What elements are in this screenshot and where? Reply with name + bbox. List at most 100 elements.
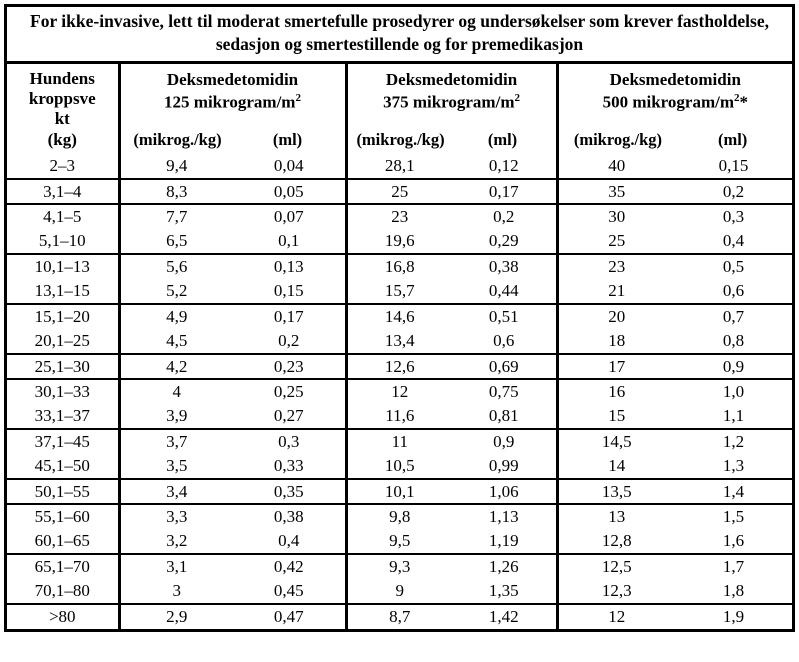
dose-value-cell: 11 (391, 432, 408, 452)
weight-range-cell: 60,1–65 (7, 529, 121, 556)
weight-range-cell: 50,1–55 (7, 479, 121, 506)
dose-value-cell: 15,7 (346, 279, 453, 306)
dose-value-cell: 25 (557, 229, 676, 256)
dosing-table-frame: For ikke-invasive, lett til moderat smer… (4, 4, 795, 633)
dose-value-cell: 0,44 (452, 279, 559, 306)
weight-range-cell: 20,1–25 (7, 329, 121, 356)
dose-value-cell: 13 (608, 507, 626, 527)
dose-value-cell: 35 (557, 179, 676, 206)
dose-value-cell: 0,15 (675, 154, 793, 181)
dose-value-cell: 0,3 (233, 429, 348, 455)
dose-value-cell: 14 (557, 454, 676, 481)
dose-value-cell: 9,3 (389, 557, 411, 577)
dose-value-cell: 0,69 (452, 354, 559, 381)
table-row: 30,1–33 4 0,25 12 0,75 16 1,0 (7, 379, 792, 405)
dose-value-cell: 0,9 (452, 429, 559, 455)
dose-value-cell: 25 (346, 179, 453, 206)
dose-value-cell: 4,2 (119, 354, 233, 381)
weight-range-cell: 5,1–10 (7, 229, 121, 256)
dose-value-cell: 5,6 (166, 257, 188, 277)
dose-value-cell: 40 (557, 154, 676, 181)
dose-value-cell: 3 (119, 579, 233, 606)
dose-value-cell: 0,38 (452, 254, 559, 280)
table-row: 13,1–15 5,2 0,15 15,7 0,44 21 0,6 (7, 279, 793, 306)
dose-value-cell: 12,6 (346, 354, 453, 381)
weight-range-cell: 30,1–33 (7, 379, 121, 405)
dose-value-cell: 0,99 (452, 454, 559, 481)
table-row: 2–3 9,4 0,04 28,1 0,12 40 0,15 (7, 154, 793, 181)
dose-value-cell: 0,2 (675, 179, 793, 206)
dose-value-cell: 17 (557, 354, 676, 381)
dose-value-cell: 0,15 (233, 279, 348, 306)
dose-value-cell: 15 (557, 404, 676, 431)
table-row: 37,1–45 3,7 0,3 11 0,9 14,5 1,2 (7, 429, 792, 455)
sub-label-ml: (ml) (272, 130, 303, 150)
dose-value-cell: 0,04 (233, 154, 348, 181)
dose-value-cell: 3,2 (119, 529, 233, 556)
dose-value-cell: 4,9 (166, 307, 188, 327)
dose-value-cell: 0,1 (233, 229, 348, 256)
weight-range-cell: 15,1–20 (7, 304, 121, 330)
table-row: 3,1–4 8,3 0,05 25 0,17 35 0,2 (7, 179, 793, 206)
dose-value-cell: 0,9 (675, 354, 793, 381)
dose-value-cell: 1,2 (722, 432, 745, 452)
table-row: 5,1–10 6,5 0,1 19,6 0,29 25 0,4 (7, 229, 793, 256)
table-row: 33,1–37 3,9 0,27 11,6 0,81 15 1,1 (7, 404, 793, 431)
dose-value-cell: 0,05 (233, 179, 348, 206)
dose-value-cell: 0,47 (233, 604, 348, 630)
dose-value-cell: 1,6 (675, 529, 793, 556)
dosing-table: Hundens kroppsve kt (kg) Deksmedetomidin… (7, 64, 793, 630)
dose-value-cell: 9 (346, 579, 453, 606)
dose-value-cell: 1,06 (452, 479, 559, 506)
dose-value-cell: 1,0 (722, 382, 745, 402)
weight-range-cell: 10,1–13 (7, 254, 121, 280)
dose-value-cell: 1,35 (452, 579, 559, 606)
dose-value-cell: 1,13 (452, 504, 559, 530)
weight-header-cell: Hundens kroppsve kt (kg) (7, 64, 121, 155)
sub-label-ml: (ml) (717, 130, 748, 150)
dose-value-cell: 0,6 (675, 279, 793, 306)
dose-value-cell: 3,1 (166, 557, 188, 577)
sub-label-ug: (mikrog./kg) (573, 130, 662, 150)
dose-value-cell: 1,19 (452, 529, 559, 556)
weight-range-cell: 37,1–45 (7, 429, 121, 455)
dose-value-cell: 16 (608, 382, 626, 402)
dose-header-375-sublabels: (mikrog./kg) (ml) (350, 130, 554, 150)
dose-header-500: Deksmedetomidin 500 mikrogram/m2* (mikro… (557, 64, 792, 154)
dose-value-cell: 0,17 (233, 304, 348, 330)
table-row: >80 2,9 0,47 8,7 1,42 12 1,9 (7, 604, 792, 630)
dose-value-cell: 12,5 (601, 557, 632, 577)
dose-value-cell: 1,1 (675, 404, 793, 431)
dose-value-cell: 1,26 (452, 554, 559, 580)
dose-value-cell: 0,51 (452, 304, 559, 330)
dose-header-500-sublabels: (mikrog./kg) (ml) (561, 130, 791, 150)
dose-value-cell: 6,5 (119, 229, 233, 256)
dose-value-cell: 0,2 (233, 329, 348, 356)
sub-label-ug: (mikrog./kg) (356, 130, 445, 150)
dose-header-125-sublabels: (mikrog./kg) (ml) (123, 130, 343, 150)
weight-range-cell: 3,1–4 (7, 179, 121, 206)
dose-value-cell: 9,8 (389, 507, 411, 527)
dose-value-cell: 1,9 (722, 607, 745, 627)
dose-value-cell: 10,5 (346, 454, 453, 481)
weight-header-label: Hundens kroppsve kt (28, 69, 96, 129)
dose-value-cell: 0,7 (722, 307, 745, 327)
dose-value-cell: 0,5 (722, 257, 745, 277)
table-title: For ikke-invasive, lett til moderat smer… (7, 7, 792, 65)
table-row: 15,1–20 4,9 0,17 14,6 0,51 20 0,7 (7, 304, 792, 330)
weight-range-cell: 70,1–80 (7, 579, 121, 606)
table-row: 45,1–50 3,5 0,33 10,5 0,99 14 1,3 (7, 454, 793, 481)
dose-value-cell: 8,7 (389, 607, 411, 627)
dose-value-cell: 0,75 (452, 379, 559, 405)
dose-value-cell: 14,6 (384, 307, 415, 327)
dose-value-cell: 12 (608, 607, 626, 627)
dose-value-cell: 4,5 (119, 329, 233, 356)
table-title-line1: For ikke-invasive, lett til moderat smer… (30, 11, 769, 31)
dose-header-125-title: Deksmedetomidin 125 mikrogram/m2 (164, 70, 301, 112)
dose-value-cell: 9,5 (346, 529, 453, 556)
dose-value-cell: 13,4 (346, 329, 453, 356)
dose-value-cell: 3,9 (119, 404, 233, 431)
dose-value-cell: 3,3 (166, 507, 188, 527)
dose-value-cell: 0,12 (452, 154, 559, 181)
dose-value-cell: 0,35 (233, 479, 348, 506)
